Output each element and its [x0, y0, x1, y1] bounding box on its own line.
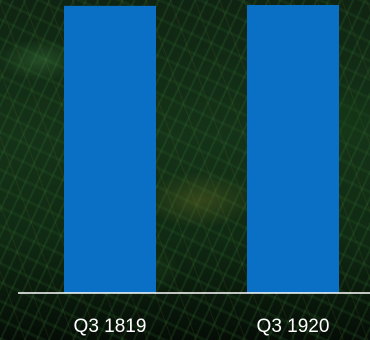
- bar-1: [247, 5, 339, 293]
- x-tick-label-0: Q3 1819: [74, 316, 147, 337]
- bar-0: [64, 5, 156, 293]
- x-tick-label-1: Q3 1920: [257, 316, 330, 337]
- x-tick-labels: Q3 1819 Q3 1920: [74, 316, 330, 337]
- bars-group: [64, 5, 339, 293]
